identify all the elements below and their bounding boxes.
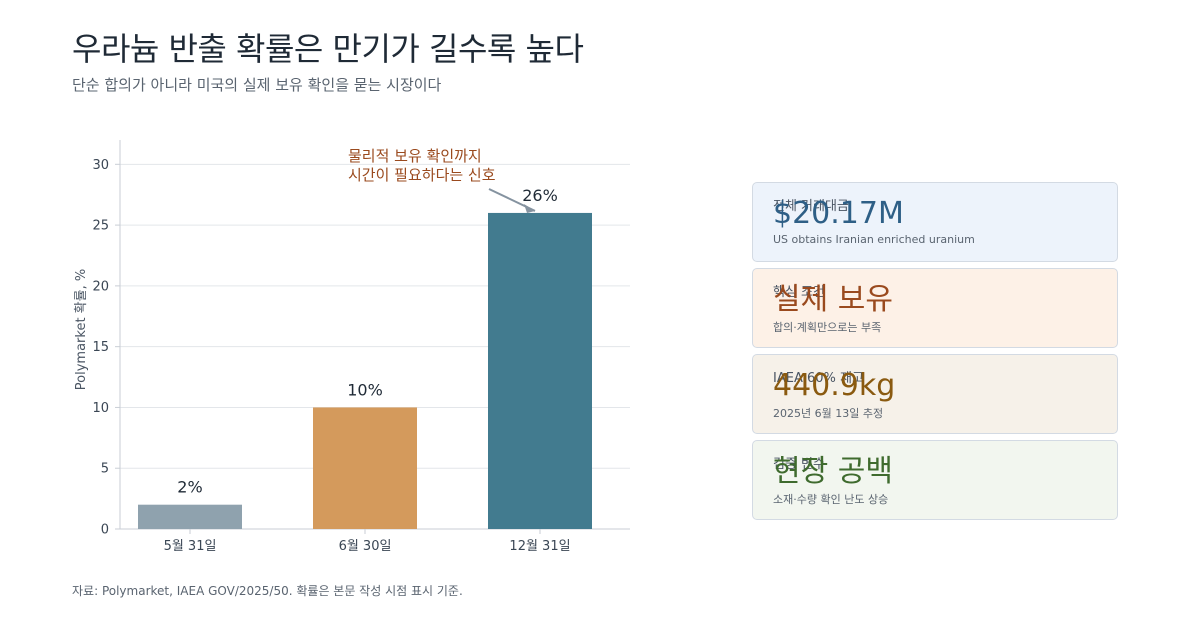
annotation-text: 시간이 필요하다는 신호 <box>348 166 496 184</box>
stat-card-volume: 전체 거래대금 $20.17M US obtains Iranian enric… <box>752 182 1118 262</box>
y-tick-label: 25 <box>92 219 109 234</box>
x-tick-label: 12월 31일 <box>509 539 570 554</box>
stat-card-value: $20.17M <box>773 196 904 231</box>
data-label: 26% <box>522 186 558 205</box>
stat-card-value: 현장 공백 <box>773 454 893 489</box>
y-tick-label: 0 <box>101 523 109 538</box>
stat-card-value: 440.9kg <box>773 368 896 403</box>
stat-card-note: US obtains Iranian enriched uranium <box>773 233 975 246</box>
source-note: 자료: Polymarket, IAEA GOV/2025/50. 확률은 본문… <box>72 584 463 598</box>
y-tick-label: 15 <box>92 340 109 355</box>
stat-card-label: 전체 거래대금 <box>773 199 849 214</box>
stat-card-label: IAEA 60% 재고 <box>773 371 864 386</box>
data-label: 2% <box>177 478 202 497</box>
annotation-arrowhead <box>524 203 535 213</box>
stat-card-verification: 검증 변수 현장 공백 소재·수량 확인 난도 상승 <box>752 440 1118 520</box>
bar <box>138 504 242 529</box>
page-title: 우라늄 반출 확률은 만기가 길수록 높다 <box>72 30 584 68</box>
stat-card-note: 합의·계획만으로는 부족 <box>773 321 882 334</box>
bar-chart: 0 5 10 15 20 25 30 Polymarket 확률, % 2% 5월 31일 10% 6… <box>74 140 630 554</box>
stat-card-value: 실제 보유 <box>773 282 893 317</box>
data-label: 10% <box>347 380 383 399</box>
y-tick-label: 10 <box>92 401 109 416</box>
stat-card-label: 검증 변수 <box>773 457 825 472</box>
bar <box>488 212 592 529</box>
y-tick-label: 20 <box>92 279 109 294</box>
stat-card-note: 소재·수량 확인 난도 상승 <box>773 493 889 506</box>
y-tick-label: 30 <box>92 158 109 173</box>
bar <box>313 407 417 529</box>
x-tick-label: 6월 30일 <box>339 539 392 554</box>
annotation-text: 물리적 보유 확인까지 <box>348 147 482 165</box>
stat-card-condition: 핵심 조건 실제 보유 합의·계획만으로는 부족 <box>752 268 1118 348</box>
stat-card-label: 핵심 조건 <box>773 285 825 300</box>
stat-card-note: 2025년 6월 13일 추정 <box>773 407 884 420</box>
y-tick-label: 5 <box>101 462 109 477</box>
x-tick-label: 5월 31일 <box>164 539 217 554</box>
page-subtitle: 단순 합의가 아니라 미국의 실제 보유 확인을 묻는 시장이다 <box>72 76 442 94</box>
stat-card-stockpile: IAEA 60% 재고 440.9kg 2025년 6월 13일 추정 <box>752 354 1118 434</box>
y-axis-label: Polymarket 확률, % <box>74 269 89 390</box>
